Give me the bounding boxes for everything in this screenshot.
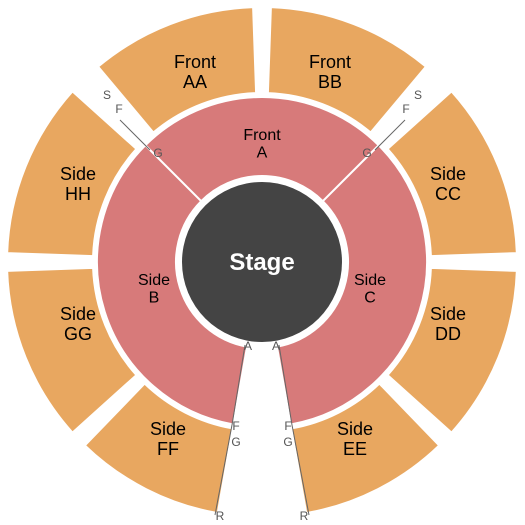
row-label: R <box>300 509 309 523</box>
row-label: G <box>283 435 292 449</box>
label-side-dd: SideDD <box>430 304 466 344</box>
row-label: F <box>402 102 409 116</box>
row-label: R <box>216 509 225 523</box>
row-label: F <box>232 419 239 433</box>
label-side-cc: SideCC <box>430 164 466 204</box>
row-label: G <box>231 435 240 449</box>
stage-label: Stage <box>229 249 294 276</box>
row-label: A <box>272 339 280 353</box>
row-label: S <box>414 88 422 102</box>
row-label: A <box>244 339 252 353</box>
row-label: G <box>362 146 371 160</box>
row-label: F <box>284 419 291 433</box>
label-side-gg: SideGG <box>60 304 96 344</box>
label-side-hh: SideHH <box>60 164 96 204</box>
row-label: F <box>115 102 122 116</box>
row-label: S <box>103 88 111 102</box>
row-label: G <box>153 146 162 160</box>
